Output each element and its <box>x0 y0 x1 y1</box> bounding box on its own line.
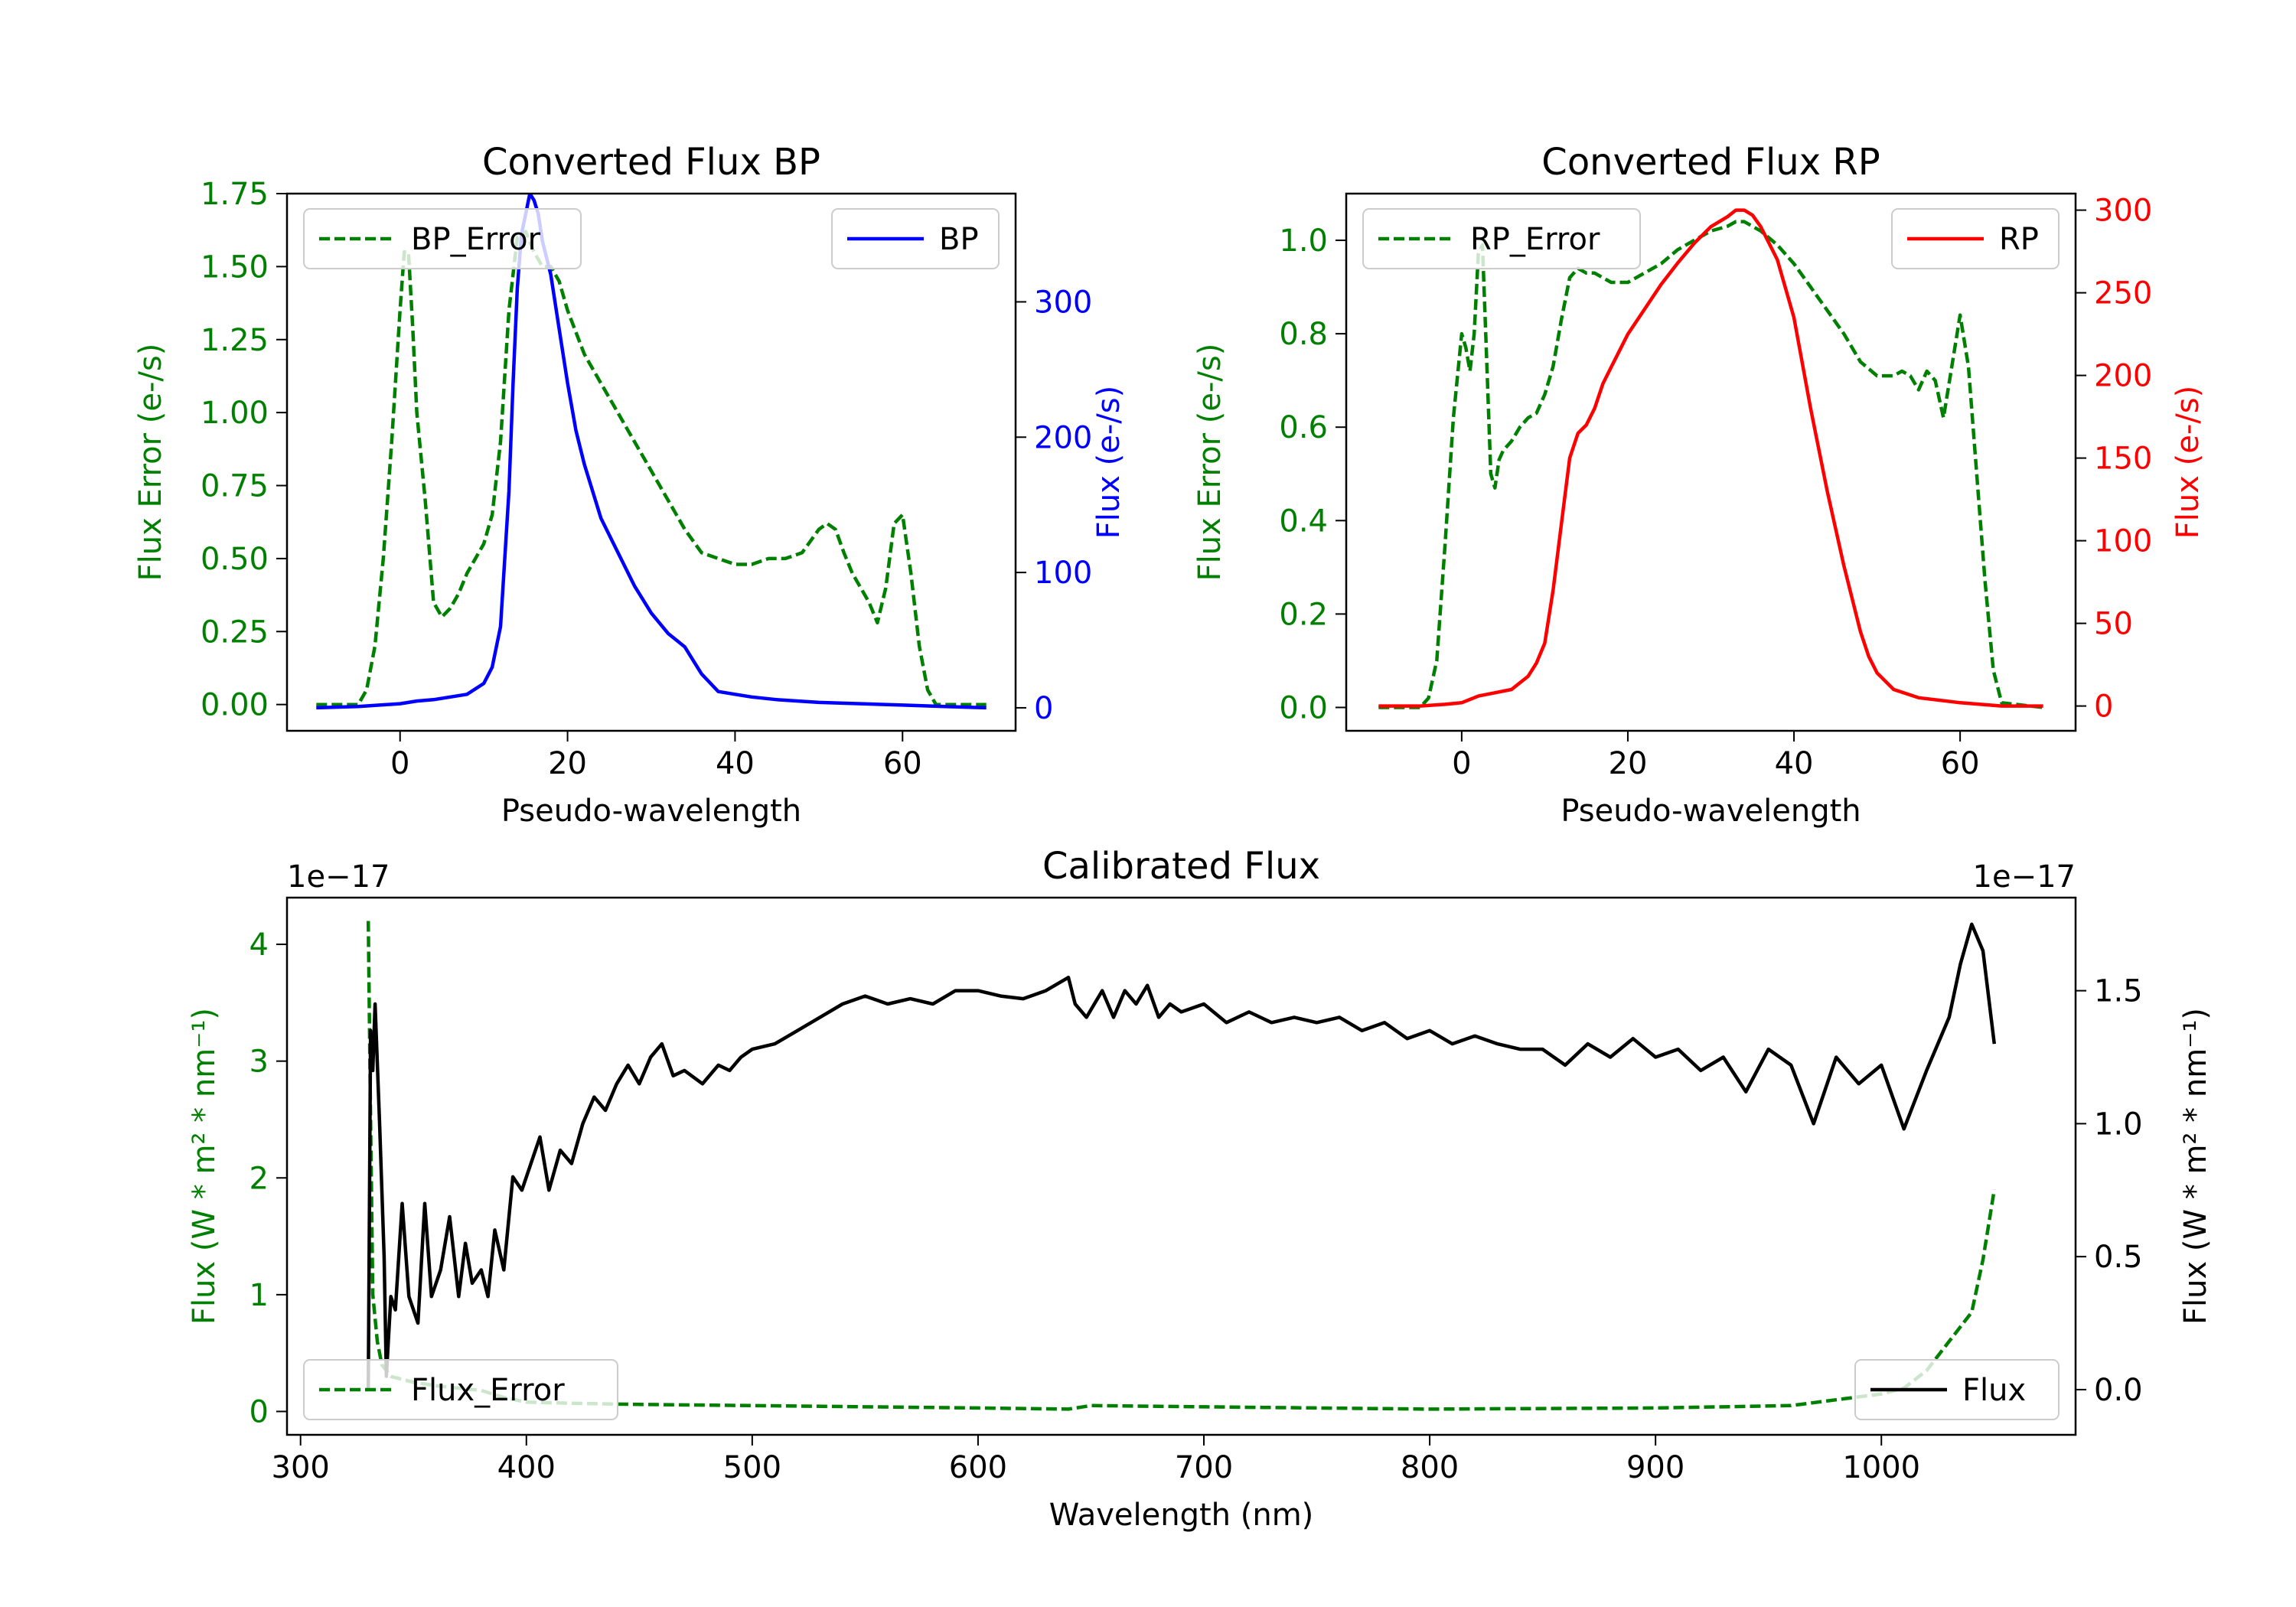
bp-yl-tick-label: 1.00 <box>201 396 269 431</box>
bp-series-bp-error <box>316 230 987 706</box>
cal-legend-flux: Flux <box>1854 1359 2060 1420</box>
rp-yr-tick-label: 150 <box>2094 442 2152 477</box>
cal-series-flux-error <box>366 921 1997 1411</box>
rp-yl-tick-label: 0.2 <box>1279 597 1328 632</box>
bp-x-tick-label: 0 <box>390 746 409 781</box>
rp-yr-tick-label: 100 <box>2094 524 2152 559</box>
bp-yr-label: Flux (e-/s) <box>1091 386 1127 539</box>
bp-yr-tick-label: 100 <box>1034 556 1092 591</box>
bp-frame <box>285 192 1017 732</box>
bp-x-tick-label: 60 <box>883 746 922 781</box>
bp-lines <box>316 194 987 710</box>
rp-yr-tick-label: 250 <box>2094 276 2152 311</box>
cal-legend-label: Flux_Error <box>411 1373 565 1408</box>
cal-x-tick-label: 600 <box>949 1450 1007 1485</box>
cal-legend-box <box>303 1359 618 1420</box>
bp-yl-tick-label: 1.25 <box>201 323 269 358</box>
cal-offset-right: 1e−17 <box>1973 859 2076 895</box>
cal-yl-tick-label: 3 <box>249 1045 269 1080</box>
rp-lines <box>1378 208 2043 709</box>
cal-title: Calibrated Flux <box>1042 845 1320 888</box>
bp-yl-tick-label: 0.25 <box>201 614 269 650</box>
rp-yr-tick-label: 50 <box>2094 607 2133 642</box>
cal-panel: 300 400 500 600 700 800 900 1000 0 1 2 3 4 0.0 0.5 1.0 1… <box>187 845 2213 1533</box>
cal-yr-label: Flux (W * m² * nm⁻¹) <box>2178 1008 2213 1325</box>
rp-series-rp-error <box>1378 220 2043 709</box>
bp-legend-bp: BP <box>831 208 1000 269</box>
rp-x-tick-label: 60 <box>1941 746 1980 781</box>
rp-title: Converted Flux RP <box>1541 141 1880 184</box>
bp-x-tick-label: 40 <box>716 746 755 781</box>
rp-x-tick-label: 40 <box>1775 746 1814 781</box>
bp-yr-tick-label: 200 <box>1034 420 1092 455</box>
bp-yr-tick-label: 300 <box>1034 285 1092 320</box>
cal-x-tick-label: 1000 <box>1842 1450 1920 1485</box>
bp-legend-box <box>303 208 582 269</box>
bp-yl-tick-label: 0.75 <box>201 469 269 504</box>
cal-yr-tick-label: 1.5 <box>2094 974 2143 1009</box>
rp-x-tick-label: 20 <box>1609 746 1648 781</box>
rp-frame <box>1345 192 2077 732</box>
bp-series-bp <box>316 194 987 710</box>
rp-x-label: Pseudo-wavelength <box>1561 794 1861 829</box>
rp-x-tick-label: 0 <box>1452 746 1471 781</box>
cal-yr-tick-label: 0.5 <box>2094 1240 2143 1275</box>
cal-legend-label: Flux <box>1962 1373 2026 1408</box>
cal-legend-box <box>1854 1359 2060 1420</box>
bp-title: Converted Flux BP <box>482 141 820 184</box>
cal-frame <box>285 896 2077 1436</box>
bp-yr-tick-label: 0 <box>1034 691 1053 726</box>
cal-x-tick-label: 400 <box>497 1450 556 1485</box>
cal-yr-tick-label: 1.0 <box>2094 1107 2143 1142</box>
cal-yr-tick-label: 0.0 <box>2094 1373 2143 1408</box>
rp-legend-label: RP_Error <box>1470 222 1600 257</box>
cal-offset-left: 1e−17 <box>287 859 390 895</box>
rp-panel: 0 20 40 60 0.0 0.2 0.4 0.6 0.8 1.0 0 50 100 150 200 250… <box>1192 141 2206 829</box>
cal-x-tick-label: 900 <box>1626 1450 1684 1485</box>
bp-yl-tick-label: 1.75 <box>201 177 269 212</box>
rp-yl-tick-label: 0.6 <box>1279 410 1328 445</box>
bp-yl-tick-label: 0.00 <box>201 688 269 723</box>
rp-yl-tick-label: 1.0 <box>1279 223 1328 259</box>
cal-yl-tick-label: 4 <box>249 927 269 963</box>
rp-yr-tick-label: 0 <box>2094 689 2113 725</box>
bp-legend-bp-error: BP_Error <box>303 208 582 269</box>
cal-yl-tick-label: 1 <box>249 1278 269 1313</box>
rp-yl-label: Flux Error (e-/s) <box>1192 344 1228 582</box>
bp-yl-tick-label: 0.50 <box>201 542 269 577</box>
cal-series-flux <box>366 922 1997 1390</box>
cal-legend-flux-error: Flux_Error <box>303 1359 618 1420</box>
rp-series-rp <box>1378 208 2043 708</box>
bp-legend-label: BP <box>939 222 979 257</box>
cal-x-tick-label: 800 <box>1401 1450 1459 1485</box>
bp-x-label: Pseudo-wavelength <box>501 794 801 829</box>
bp-yl-tick-label: 1.50 <box>201 249 269 285</box>
bp-yl-label: Flux Error (e-/s) <box>133 344 168 582</box>
bp-legend-label: BP_Error <box>411 222 541 257</box>
rp-yl-tick-label: 0.0 <box>1279 690 1328 725</box>
cal-x-label: Wavelength (nm) <box>1049 1498 1314 1533</box>
rp-legend-rp: RP <box>1891 208 2060 269</box>
cal-x-tick-label: 300 <box>272 1450 330 1485</box>
rp-yr-tick-label: 300 <box>2094 194 2152 229</box>
rp-legend-box <box>1362 208 1641 269</box>
bp-x-tick-label: 20 <box>548 746 587 781</box>
cal-x-tick-label: 700 <box>1175 1450 1233 1485</box>
rp-legend-label: RP <box>1999 222 2039 257</box>
rp-yr-tick-label: 200 <box>2094 359 2152 394</box>
cal-yl-label: Flux (W * m² * nm⁻¹) <box>187 1008 222 1325</box>
cal-x-tick-label: 500 <box>723 1450 781 1485</box>
bp-panel: 0 20 40 60 0.00 0.25 0.50 0.75 1.00 1.25 1.50 1.75 0… <box>133 141 1127 829</box>
rp-legend-rp-error: RP_Error <box>1362 208 1641 269</box>
rp-yl-tick-label: 0.8 <box>1279 317 1328 352</box>
cal-yl-tick-label: 2 <box>249 1161 269 1196</box>
cal-lines <box>366 921 1997 1411</box>
rp-yr-label: Flux (e-/s) <box>2170 386 2206 539</box>
cal-yl-tick-label: 0 <box>249 1394 269 1429</box>
rp-yl-tick-label: 0.4 <box>1279 504 1328 539</box>
